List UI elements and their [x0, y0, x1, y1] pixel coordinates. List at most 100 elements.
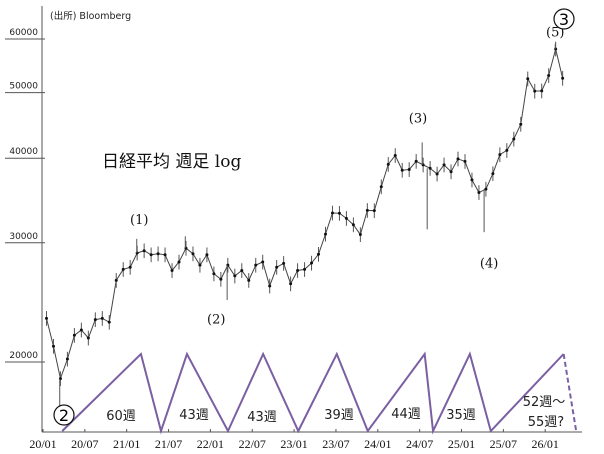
- price-point: [358, 233, 362, 237]
- price-point: [428, 166, 432, 170]
- price-point: [121, 267, 125, 271]
- price-point: [386, 162, 390, 166]
- price-point: [65, 357, 69, 361]
- wave-label: (1): [130, 213, 148, 228]
- price-point: [296, 268, 300, 272]
- x-tick-label: 23/01: [280, 437, 307, 451]
- x-ticks: 20/01 20/07 21/01 21/07 22/01 22/07 23/01 23/07…: [29, 429, 559, 451]
- x-tick-label: 20/01: [29, 437, 56, 451]
- price-point: [365, 208, 369, 212]
- price-point: [114, 278, 118, 282]
- x-tick-label: 20/07: [71, 437, 98, 451]
- cycle-duration-label: 60週: [106, 409, 136, 424]
- price-point: [435, 172, 439, 176]
- price-point: [470, 178, 474, 182]
- cycle-duration-label: 39週: [324, 408, 354, 423]
- cycle-duration-label: 43週: [247, 410, 277, 425]
- x-tick-label: 24/01: [364, 437, 391, 451]
- circle-3-text: 3: [559, 10, 569, 29]
- circle-2-text: 2: [59, 406, 69, 425]
- y-tick-label: 60000: [9, 28, 38, 38]
- price-point: [205, 253, 209, 257]
- price-point: [72, 333, 76, 337]
- price-point: [310, 261, 314, 265]
- price-point: [477, 190, 481, 194]
- price-point: [93, 318, 97, 322]
- price-point: [330, 211, 334, 215]
- price-point: [351, 223, 355, 227]
- cycle-zigzag-group: [61, 351, 578, 435]
- price-point: [219, 277, 223, 281]
- price-point: [191, 252, 195, 256]
- cycle-projection: [562, 353, 578, 432]
- price-point: [561, 76, 565, 80]
- price-point: [323, 232, 327, 236]
- price-point: [240, 268, 244, 272]
- circle-label-3: 3: [553, 8, 575, 30]
- x-tick-label: 21/07: [155, 437, 182, 451]
- cycle-duration-label: 43週: [179, 408, 209, 423]
- price-point: [198, 263, 202, 267]
- price-point: [156, 252, 160, 256]
- price-point: [519, 122, 523, 126]
- wave-label: (4): [480, 256, 498, 271]
- y-tick-label: 20000: [9, 351, 38, 361]
- source-label: (出所) Bloomberg: [50, 10, 131, 22]
- price-point: [393, 153, 397, 157]
- price-point: [268, 284, 272, 288]
- price-point: [317, 252, 321, 256]
- price-point: [540, 89, 544, 93]
- wave-label: (2): [207, 312, 225, 327]
- circle-label-2: 2: [53, 404, 75, 426]
- price-point: [149, 253, 153, 257]
- price-point: [407, 168, 411, 172]
- x-tick-label: 21/01: [113, 437, 140, 451]
- wave-label: (3): [409, 111, 427, 126]
- y-tick-label: 50000: [9, 82, 38, 92]
- price-point: [275, 265, 279, 269]
- y-ticks: 20000 30000 40000 50000 60000: [5, 28, 45, 363]
- price-series: [44, 41, 565, 419]
- price-point: [414, 159, 418, 163]
- price-point: [505, 148, 509, 152]
- price-point: [247, 278, 251, 282]
- price-point: [379, 185, 383, 189]
- price-line: [46, 48, 564, 381]
- price-point: [51, 344, 55, 348]
- price-point: [212, 272, 216, 276]
- x-tick-label: 22/07: [239, 437, 266, 451]
- cycle-duration-label: 35週: [446, 408, 476, 423]
- chart-title: 日経平均 週足 log: [102, 152, 241, 172]
- price-point: [142, 249, 146, 253]
- y-tick-label: 40000: [9, 147, 38, 157]
- price-point: [456, 157, 460, 161]
- price-point: [86, 336, 90, 340]
- price-point: [498, 153, 502, 157]
- price-point: [512, 137, 516, 141]
- cycle-duration-label: 52週～: [523, 395, 566, 410]
- x-tick-label: 25/01: [448, 437, 475, 451]
- price-point: [442, 163, 446, 167]
- price-point: [337, 211, 341, 215]
- y-tick-label: 30000: [9, 232, 38, 242]
- price-point: [128, 265, 132, 269]
- cycle-duration-label: 44週: [391, 407, 421, 422]
- x-tick-label: 25/07: [490, 437, 517, 451]
- price-point: [79, 328, 83, 332]
- x-tick-label: 23/07: [322, 437, 349, 451]
- circle-2-shape: [53, 404, 75, 426]
- wave-labels: (1) (2) (3) (4) (5): [130, 26, 564, 328]
- axes: [41, 6, 582, 433]
- price-point: [372, 209, 376, 213]
- price-point: [170, 268, 174, 272]
- price-point: [254, 263, 258, 267]
- price-point: [484, 187, 488, 191]
- price-point: [526, 77, 530, 81]
- cycle-zigzag: [61, 351, 565, 435]
- x-tick-label: 22/01: [197, 437, 224, 451]
- price-point: [177, 260, 181, 264]
- price-point: [44, 316, 48, 320]
- wave-label: (5): [546, 26, 564, 41]
- price-point: [289, 282, 293, 286]
